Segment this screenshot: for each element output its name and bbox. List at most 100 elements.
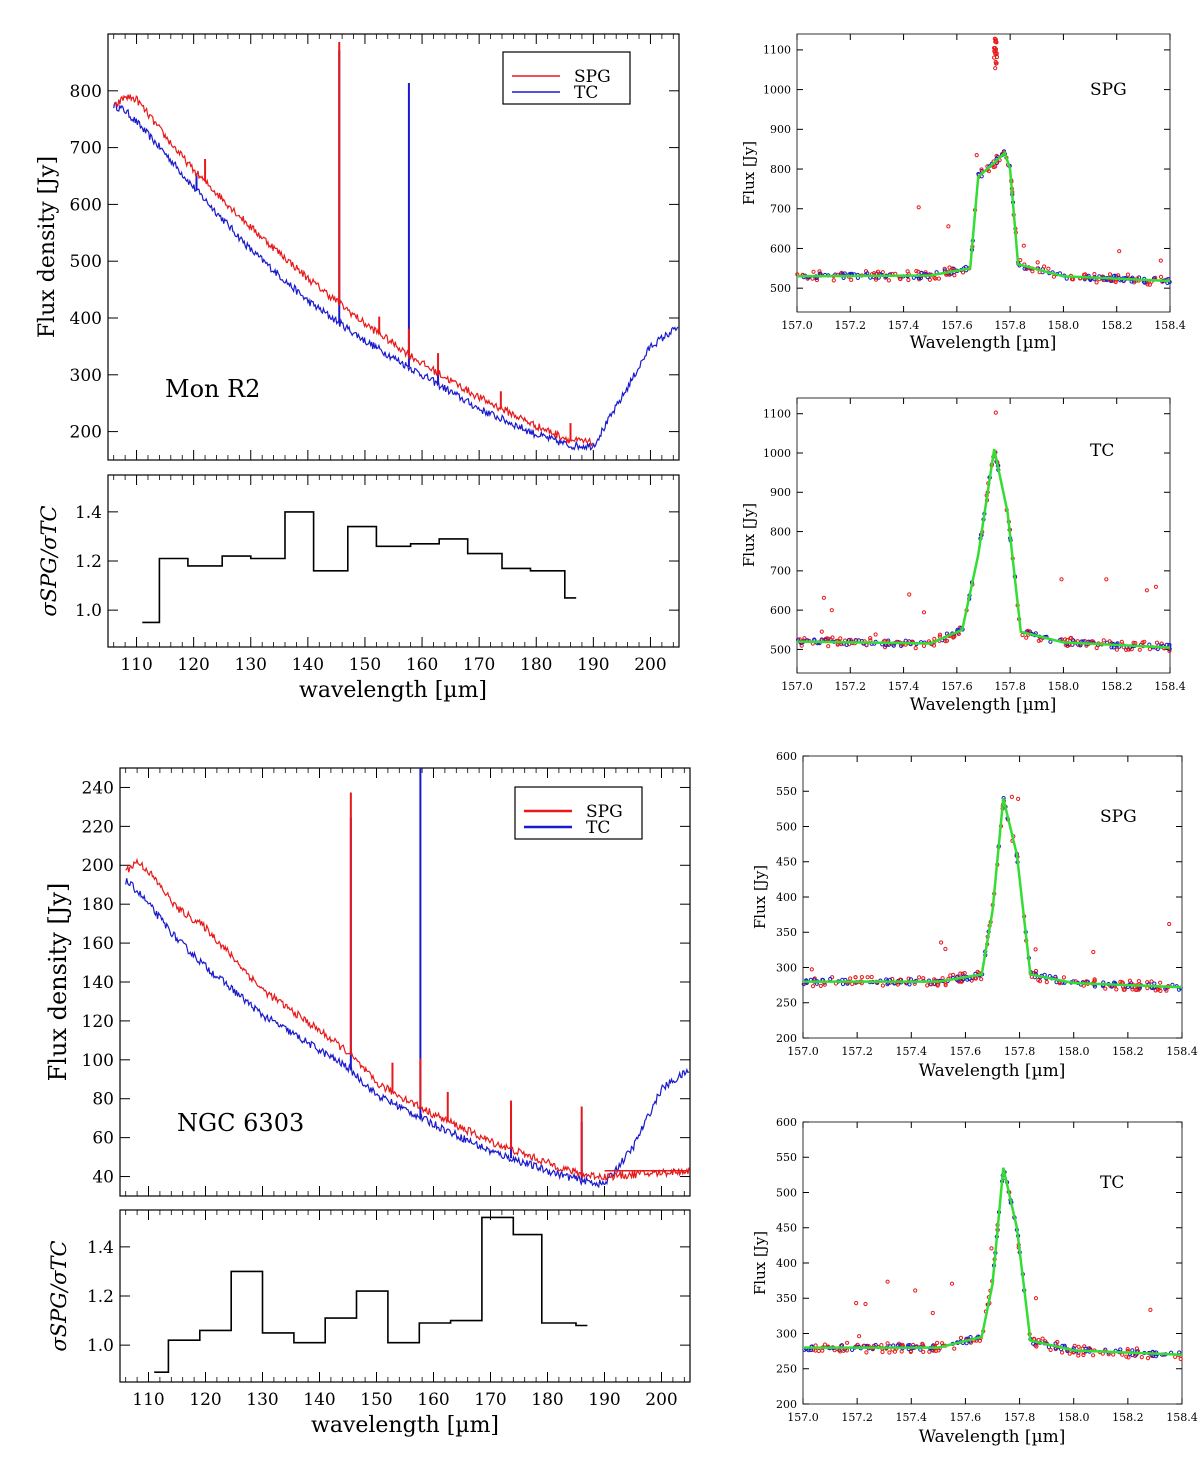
spg-point [1092, 272, 1097, 277]
y-tick-label: 240 [82, 778, 114, 798]
y-tick-label: 300 [776, 1327, 797, 1340]
y-tick-label: 1100 [763, 44, 791, 57]
fit-line [803, 798, 1183, 989]
panel-label: TC [1090, 441, 1114, 461]
spg-point [1094, 280, 1099, 285]
spg-point [1158, 258, 1163, 263]
spg-point [864, 1350, 869, 1355]
spg-point [974, 153, 979, 158]
spg-point [1114, 987, 1119, 992]
spg-point [1147, 282, 1153, 287]
y-ticks: 500 600 700 800 900 1000 1100 [763, 408, 1170, 656]
monr2-ratio-panel: 1.0 1.2 1.4 110 120 130 140 150 160 170 180 190 200… [37, 474, 680, 703]
tc-point [919, 271, 924, 276]
spg-point [885, 1279, 890, 1284]
spg-point [1051, 274, 1057, 279]
x-tick-label: 158.4 [1166, 1411, 1198, 1424]
legend-spg-label: SPG [574, 67, 611, 87]
spg-point [1116, 273, 1121, 278]
y-tick-label: 100 [82, 1051, 114, 1071]
y-tick-label: 600 [770, 604, 791, 617]
spg-point [1091, 949, 1096, 955]
y-tick-label: 700 [770, 565, 791, 578]
spg-point [1040, 1336, 1045, 1341]
spg-point [1167, 921, 1172, 927]
ratio-step-line [142, 511, 577, 624]
spg-point [1042, 264, 1047, 269]
fit-line [803, 1167, 1183, 1356]
series-group [154, 1216, 588, 1373]
spg-point [913, 646, 918, 651]
y-tick-label: 600 [70, 195, 102, 215]
y-tick-label: 800 [70, 82, 102, 102]
spg-point [1048, 1347, 1053, 1353]
y-tick-label: 80 [92, 1090, 114, 1110]
spg-point [1035, 260, 1040, 265]
object-label: Mon R2 [165, 375, 260, 403]
x-tick-label: 150 [360, 1390, 392, 1410]
spg-point [917, 975, 922, 980]
x-ticks: 157.0 157.2 157.4 157.6 157.8 158.0 158.2 158.4 [781, 398, 1186, 693]
y-tick-label: 200 [82, 856, 114, 876]
spg-point [913, 1288, 918, 1293]
spg-point [849, 277, 854, 282]
x-tick-label: 190 [588, 1390, 620, 1410]
spg-point [921, 610, 927, 615]
spg-point [1101, 638, 1106, 643]
y-ticks: 40 60 80 100 120 140 160 180 200 220 240 [82, 778, 690, 1187]
x-tick-label: 157.4 [896, 1411, 928, 1424]
y-axis-label: Flux [Jy] [740, 141, 758, 205]
spg-point [975, 969, 980, 975]
y-tick-label: 600 [776, 750, 797, 763]
spg-point [811, 269, 816, 274]
spg-point [930, 1310, 935, 1316]
ratio-step-line [154, 1216, 588, 1373]
y-tick-label: 500 [776, 1186, 797, 1199]
spg-point [1118, 979, 1123, 985]
plot-frame [802, 755, 1183, 1039]
spg-point [822, 1342, 828, 1347]
spg-point [1076, 1344, 1081, 1349]
spg-point [829, 608, 834, 613]
series-spg-line [125, 857, 690, 1182]
ngc6303-ratio-panel: 1.0 1.2 1.4 110 120 130 140 150 160 170 180 190 200… [47, 1209, 691, 1438]
spg-point [821, 595, 827, 600]
x-ticks [113, 34, 674, 460]
y-tick-label: 500 [776, 820, 797, 833]
series-group [801, 794, 1183, 994]
spg-point [1125, 272, 1131, 277]
spg-point [863, 1301, 868, 1307]
spg-point [1142, 639, 1147, 644]
spg-point [854, 1301, 859, 1306]
fit-line [796, 150, 1171, 283]
spg-point [816, 1348, 821, 1354]
spg-point [949, 1281, 955, 1286]
y-tick-label: 160 [82, 934, 114, 954]
spg-point [831, 278, 836, 283]
spg-point [1149, 979, 1154, 984]
y-tick-label: 120 [82, 1012, 114, 1032]
y-tick-label: 500 [770, 643, 791, 656]
spg-point [1130, 987, 1135, 992]
spg-point [1016, 796, 1021, 802]
spg-point [952, 634, 957, 639]
spg-point [810, 984, 816, 989]
spg-point [892, 1349, 898, 1354]
y-tick-label: 600 [770, 242, 791, 255]
spg-point [921, 976, 926, 981]
spg-point [952, 273, 957, 278]
spg-point [906, 976, 911, 981]
y-axis-label: Flux density [Jy] [35, 156, 60, 338]
spg-point [1094, 645, 1099, 651]
spg-point [1030, 269, 1035, 274]
x-tick-label: 157.8 [1004, 1045, 1036, 1058]
y-axis-label: Flux density [Jy] [44, 883, 72, 1082]
spg-point [962, 971, 967, 976]
x-tick-label: 180 [531, 1390, 563, 1410]
legend-box [514, 786, 643, 840]
spg-point [802, 636, 807, 641]
x-axis-label: Wavelength [µm] [910, 333, 1057, 353]
y-tick-label: 400 [776, 1257, 797, 1270]
